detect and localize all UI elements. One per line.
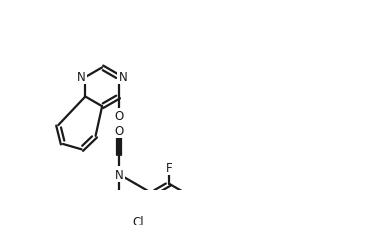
Text: N: N: [119, 70, 128, 83]
Text: F: F: [166, 161, 173, 174]
Text: O: O: [114, 110, 124, 123]
Text: O: O: [114, 124, 124, 137]
Text: Cl: Cl: [133, 215, 144, 225]
Text: N: N: [77, 70, 85, 83]
Text: N: N: [115, 168, 123, 181]
